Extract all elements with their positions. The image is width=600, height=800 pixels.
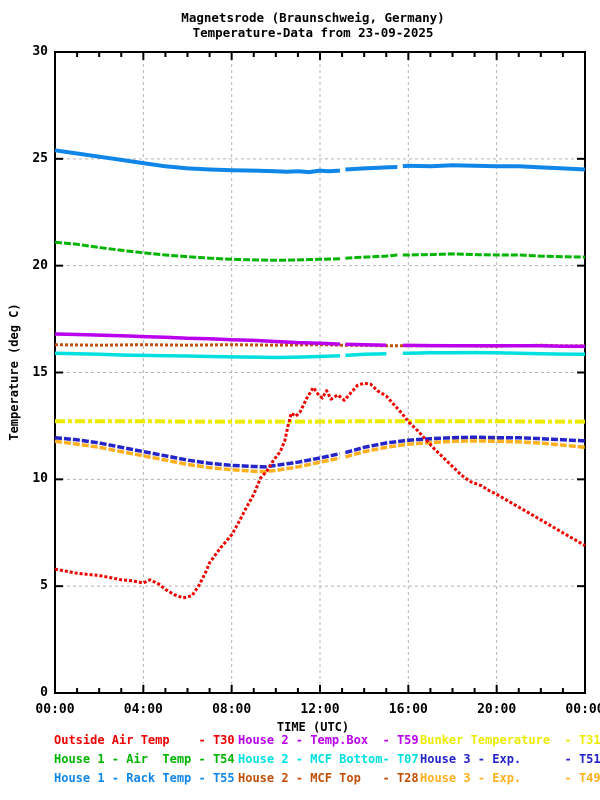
x-tick-label-5: 20:00	[477, 702, 517, 717]
legend-entry-T31: Bunker Temperature - T31	[420, 733, 600, 747]
legend-entry-T55: House 1 - Rack Temp - T55	[54, 771, 235, 785]
legend-entry-T28: House 2 - MCF Top - T28	[238, 771, 419, 785]
series-T28-line	[54, 343, 585, 348]
x-tick-label-3: 12:00	[300, 702, 340, 717]
legend-entry-T07: House 2 - MCF Bottom- T07	[238, 752, 419, 766]
x-tick-label-2: 08:00	[212, 702, 252, 717]
series-T55-line	[54, 148, 586, 175]
legend-entry-T49: House 3 - Exp. - T49	[420, 771, 600, 785]
legend-entry-T51: House 3 - Exp. - T51	[420, 752, 600, 766]
legend-entry-T30: Outside Air Temp - T30	[54, 733, 235, 747]
page-title: Magnetsrode (Braunschweig, Germany)	[181, 10, 445, 25]
series-T59-line	[54, 332, 586, 349]
y-tick-label-5: 5	[40, 578, 48, 594]
axis-ticks	[54, 52, 586, 693]
y-tick-label-20: 20	[32, 257, 48, 273]
y-tick-label-30: 30	[32, 44, 48, 59]
x-tick-label-6: 00:00	[565, 702, 600, 717]
series-T49-line	[54, 439, 586, 474]
series-lines	[54, 148, 586, 600]
x-tick-label-0: 00:00	[35, 702, 75, 717]
y-tick-label-25: 25	[32, 150, 48, 166]
y-tick-label-0: 0	[40, 685, 48, 700]
y-tick-label-15: 15	[32, 364, 48, 380]
series-T07-line	[54, 350, 586, 360]
series-T51-line	[54, 435, 586, 469]
y-tick-label-10: 10	[32, 471, 48, 487]
x-tick-label-4: 16:00	[388, 702, 428, 717]
gridlines	[55, 52, 585, 693]
page-subtitle: Temperature-Data from 23-09-2025	[192, 25, 434, 40]
legend-entry-T59: House 2 - Temp.Box - T59	[238, 733, 419, 747]
series-T30-line	[54, 381, 586, 600]
legend-entry-T54: House 1 - Air Temp - T54	[54, 752, 235, 766]
x-axis-label: TIME (UTC)	[276, 720, 350, 734]
x-tick-label-1: 04:00	[123, 702, 163, 717]
series-T54-line	[54, 240, 586, 262]
